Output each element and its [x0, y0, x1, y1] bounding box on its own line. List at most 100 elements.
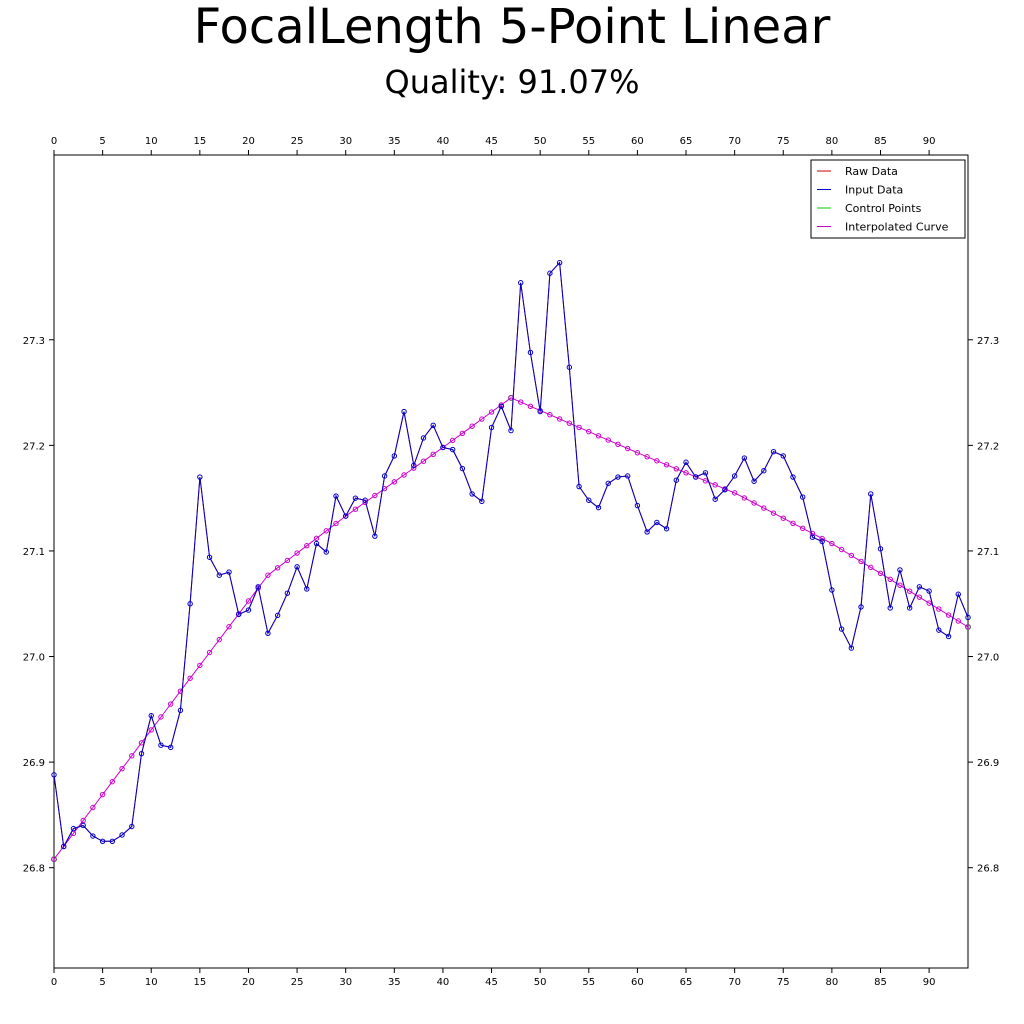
interpolated-curve-point	[624, 445, 631, 452]
input-data-point	[527, 349, 534, 356]
input-data-point	[323, 549, 329, 555]
input-data-point	[449, 446, 456, 453]
interpolated-curve-point	[51, 856, 57, 862]
interpolated-curve-point	[712, 482, 718, 488]
interpolated-curve-point	[333, 520, 339, 527]
input-data-point	[274, 612, 281, 619]
input-data-point	[148, 712, 154, 719]
interpolated-curve-point	[129, 753, 135, 759]
interpolated-curve-point	[926, 600, 932, 606]
input-data-point	[479, 498, 485, 505]
x-tick-label-bottom: 30	[339, 977, 352, 988]
input-data-point	[518, 280, 524, 286]
input-data-point	[916, 584, 923, 590]
input-data-point	[129, 823, 135, 830]
input-data-point	[906, 605, 913, 611]
input-data-point	[741, 455, 748, 461]
input-data-point	[508, 427, 514, 434]
interpolated-curve-point	[391, 479, 398, 485]
input-data-point	[265, 630, 271, 636]
input-data-point	[556, 259, 563, 266]
x-tick-label-top: 10	[145, 136, 158, 147]
input-data-point	[547, 270, 553, 276]
input-data-point	[780, 453, 786, 459]
input-data-point	[51, 772, 57, 778]
input-data-point	[206, 554, 213, 560]
interpolated-curve-point	[848, 552, 855, 559]
input-data-point	[926, 588, 932, 594]
x-tick-label-top: 75	[777, 136, 790, 147]
input-data-point	[644, 529, 650, 535]
input-data-point	[722, 487, 728, 493]
interpolated-curve-point	[965, 624, 971, 630]
input-data-point	[887, 605, 893, 611]
legend-label: Input Data	[845, 184, 903, 197]
interpolated-curve-point	[780, 515, 786, 521]
input-data-point	[566, 364, 573, 370]
interpolated-curve-point	[284, 557, 291, 564]
input-data-point	[838, 626, 845, 632]
interpolated-curve-point	[556, 416, 563, 422]
interpolated-curve-point	[187, 675, 193, 681]
interpolated-curve-point	[109, 778, 116, 785]
input-data-point	[70, 825, 77, 832]
interpolated-curve-point	[479, 416, 485, 422]
input-data-point	[595, 504, 602, 511]
input-data-point	[673, 477, 679, 483]
input-data-point	[800, 494, 806, 500]
interpolated-curve-point	[897, 582, 903, 588]
legend-label: Control Points	[845, 202, 922, 215]
input-data-point	[352, 495, 359, 501]
input-data-point	[284, 590, 291, 596]
y-tick-label-right: 26.8	[977, 864, 999, 875]
input-data-point	[663, 526, 670, 532]
input-data-point	[965, 614, 971, 621]
interpolated-curve-point	[313, 535, 320, 541]
input-data-point	[488, 424, 495, 431]
input-data-point	[420, 435, 427, 441]
x-tick-label-top: 90	[923, 136, 936, 147]
x-tick-label-top: 40	[437, 136, 450, 147]
interpolated-curve-point	[595, 433, 602, 439]
interpolated-curve-point	[459, 430, 466, 436]
interpolated-curve-point	[547, 412, 553, 418]
input-data-point	[119, 832, 125, 838]
plot-frame	[53, 154, 969, 969]
y-tick-label-right: 27.0	[977, 653, 999, 664]
interpolated-curve-point	[576, 424, 582, 431]
interpolated-curve-point	[683, 470, 689, 476]
x-tick-label-top: 50	[534, 136, 547, 147]
legend-label: Interpolated Curve	[845, 221, 949, 234]
interpolated-curve-point	[673, 466, 679, 472]
interpolated-curve-point	[586, 428, 592, 435]
interpolated-curve-point	[702, 478, 709, 484]
input-data-point	[90, 833, 96, 839]
x-tick-label-bottom: 70	[728, 977, 741, 988]
x-tick-label-bottom: 45	[485, 977, 498, 988]
input-data-point	[605, 480, 611, 487]
x-tick-label-top: 15	[193, 136, 206, 147]
interpolated-curve-point	[741, 495, 748, 501]
y-tick-label-left: 26.8	[23, 864, 45, 875]
input-data-point	[829, 587, 835, 593]
interpolated-curve-point	[469, 423, 475, 429]
x-tick-label-top: 0	[51, 136, 57, 147]
x-tick-label-bottom: 10	[145, 977, 158, 988]
input-data-point	[624, 473, 631, 479]
x-tick-label-top: 60	[631, 136, 644, 147]
input-data-point	[99, 838, 106, 844]
input-data-point	[654, 519, 660, 526]
x-tick-label-bottom: 5	[99, 977, 105, 988]
interpolated-curve-point	[916, 594, 923, 600]
input-data-point	[586, 497, 592, 503]
interpolated-curve-point	[838, 546, 845, 553]
x-tick-label-top: 80	[826, 136, 839, 147]
input-data-point	[216, 572, 222, 578]
y-tick-label-right: 27.2	[977, 441, 999, 452]
input-data-point	[401, 408, 407, 415]
interpolated-curve-point	[99, 791, 106, 798]
input-data-point	[236, 611, 242, 617]
interpolated-curve-point	[197, 662, 203, 669]
interpolated-curve-point	[80, 817, 86, 824]
